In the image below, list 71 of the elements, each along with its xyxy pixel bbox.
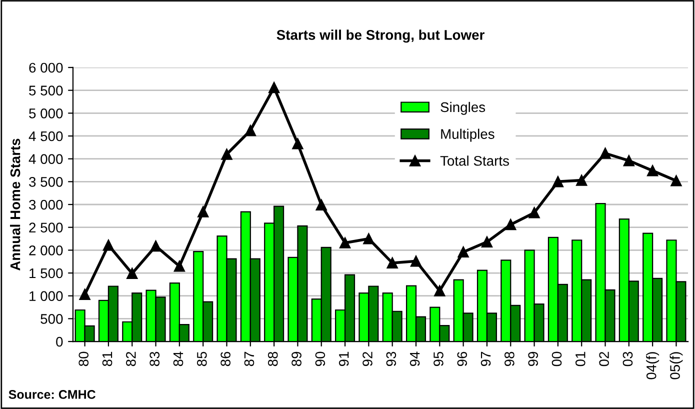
point xyxy=(244,124,256,136)
point xyxy=(221,148,232,160)
x-tick-label: 90 xyxy=(315,352,326,366)
x-tick-label: 92 xyxy=(362,352,372,366)
x-tick-label: 83 xyxy=(150,352,160,366)
point xyxy=(434,285,446,296)
x-tick-label: 96 xyxy=(457,352,468,366)
point xyxy=(198,206,209,218)
point xyxy=(339,237,351,248)
x-tick-label: 98 xyxy=(504,352,514,366)
point xyxy=(150,240,162,252)
x-tick-label: 86 xyxy=(220,352,230,366)
x-tick-label: 02 xyxy=(599,352,609,366)
y-tick-label: 5 000 xyxy=(29,108,63,118)
point xyxy=(600,148,611,159)
y-tick-label: 3 000 xyxy=(29,200,63,210)
point xyxy=(79,288,90,300)
x-tick-label: 84 xyxy=(173,352,184,366)
x-tick-label: 94 xyxy=(410,352,420,366)
point xyxy=(316,199,327,211)
x-tick-label: 93 xyxy=(386,352,396,366)
point xyxy=(647,165,658,176)
y-axis-title: Annual Home Starts xyxy=(10,138,20,271)
x-tick-label: 91 xyxy=(338,352,349,366)
y-tick-label: 2 000 xyxy=(29,246,63,256)
legend-label: Multiples xyxy=(441,128,494,142)
x-tick-label: 97 xyxy=(480,352,491,366)
y-tick-label: 4 500 xyxy=(28,131,63,142)
x-tick-label: 05(f) xyxy=(670,352,683,380)
y-tick-label: 1 500 xyxy=(30,268,63,278)
x-tick-label: 03 xyxy=(622,352,633,366)
point xyxy=(481,236,493,248)
y-tick-label: 3 500 xyxy=(29,177,63,187)
legend-label: Singles xyxy=(440,102,486,115)
y-tick-label: 6 000 xyxy=(29,62,63,73)
x-tick-label: 88 xyxy=(268,352,278,366)
x-tick-label: 04(f) xyxy=(646,352,660,380)
point xyxy=(528,207,540,218)
point xyxy=(670,175,682,186)
y-tick-label: 2 500 xyxy=(29,222,63,233)
point xyxy=(458,246,469,258)
point xyxy=(102,240,114,251)
point xyxy=(126,268,138,280)
point xyxy=(410,256,422,267)
x-tick-label: 80 xyxy=(78,352,89,366)
x-tick-label: 99 xyxy=(528,352,538,366)
x-tick-label: 01 xyxy=(575,352,586,366)
x-tick-label: 82 xyxy=(126,352,136,366)
y-tick-label: 0 xyxy=(56,336,63,347)
chart-title: Starts will be Strong, but Lower xyxy=(276,30,484,43)
point xyxy=(623,155,634,166)
point xyxy=(292,138,304,150)
point xyxy=(363,233,374,244)
y-tick-label: 500 xyxy=(40,314,63,324)
point xyxy=(386,257,398,269)
point xyxy=(505,219,516,230)
x-tick-label: 87 xyxy=(244,352,254,366)
point xyxy=(552,176,564,188)
x-tick-label: 81 xyxy=(102,352,112,366)
x-tick-label: 85 xyxy=(196,352,207,366)
source-note: Source: CMHC xyxy=(8,390,96,399)
point xyxy=(174,260,185,272)
y-tick-label: 5 500 xyxy=(29,86,63,96)
y-tick-label: 1 000 xyxy=(30,291,63,302)
x-tick-label: 00 xyxy=(552,352,562,366)
x-tick-label: 95 xyxy=(434,352,444,366)
y-tick-label: 4 000 xyxy=(28,154,63,164)
legend-label: Total Starts xyxy=(440,156,509,166)
point xyxy=(268,82,280,94)
point xyxy=(576,174,588,186)
x-tick-label: 89 xyxy=(292,352,302,366)
